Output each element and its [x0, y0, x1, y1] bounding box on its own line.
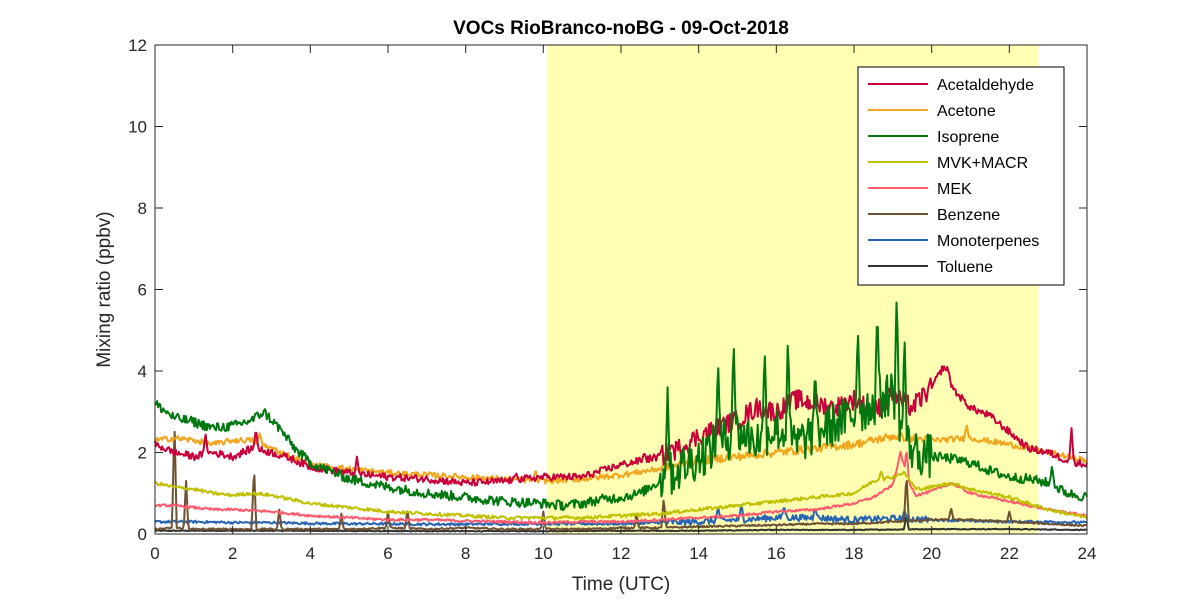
- x-tick-label: 12: [612, 544, 631, 563]
- legend-label: Monoterpenes: [937, 233, 1039, 250]
- legend-box: [857, 66, 1065, 286]
- series-line-isoprene: [154, 301, 1088, 512]
- legend: Acetaldehyde Acetone Isoprene MVK+MACR MEK Be…: [857, 66, 1065, 286]
- x-tick-label: 22: [1000, 544, 1019, 563]
- series-line-mvk-macr: [154, 470, 1088, 521]
- y-axis-ticks: 0 2 4 6 8 10 12: [128, 36, 1087, 544]
- y-tick-label: 4: [138, 362, 147, 381]
- legend-item: Isoprene: [868, 129, 999, 146]
- x-tick-label: 2: [228, 544, 237, 563]
- chart-title: VOCs RioBranco-noBG - 09-Oct-2018: [453, 18, 789, 39]
- series-line-acetaldehyde: [154, 365, 1088, 487]
- x-tick-label: 4: [306, 544, 315, 563]
- x-tick-label: 14: [689, 544, 708, 563]
- legend-item: Monoterpenes: [868, 233, 1039, 250]
- x-tick-label: 24: [1078, 544, 1097, 563]
- y-axis-label: Mixing ratio (ppbv): [94, 211, 115, 367]
- legend-item: MVK+MACR: [868, 155, 1028, 172]
- legend-label: Acetone: [937, 103, 996, 120]
- legend-label: MVK+MACR: [937, 155, 1028, 172]
- legend-item: Acetone: [868, 103, 996, 120]
- y-tick-label: 0: [138, 525, 147, 544]
- legend-item: Acetaldehyde: [868, 77, 1034, 94]
- legend-label: Benzene: [937, 207, 1000, 224]
- legend-label: MEK: [937, 181, 972, 198]
- x-tick-label: 18: [845, 544, 864, 563]
- y-tick-label: 12: [128, 36, 147, 55]
- x-tick-label: 16: [767, 544, 786, 563]
- legend-label: Acetaldehyde: [937, 77, 1034, 94]
- y-tick-label: 2: [138, 444, 147, 463]
- x-tick-label: 10: [534, 544, 553, 563]
- x-axis-ticks: 0 2 4 6 8 10 12 14 16 18 20 22 24: [150, 45, 1096, 563]
- series-line-mek: [154, 450, 1088, 525]
- legend-item: Toluene: [868, 259, 993, 276]
- legend-items: Acetaldehyde Acetone Isoprene MVK+MACR MEK Be…: [868, 77, 1039, 276]
- x-tick-label: 8: [461, 544, 470, 563]
- legend-label: Toluene: [937, 259, 993, 276]
- x-tick-label: 20: [922, 544, 941, 563]
- legend-item: Benzene: [868, 207, 1000, 224]
- y-tick-label: 10: [128, 118, 147, 137]
- x-tick-label: 6: [383, 544, 392, 563]
- x-axis-label: Time (UTC): [572, 574, 671, 595]
- legend-label: Isoprene: [937, 129, 999, 146]
- x-tick-label: 0: [150, 544, 159, 563]
- y-tick-label: 6: [138, 281, 147, 300]
- y-tick-label: 8: [138, 199, 147, 218]
- legend-item: MEK: [868, 181, 972, 198]
